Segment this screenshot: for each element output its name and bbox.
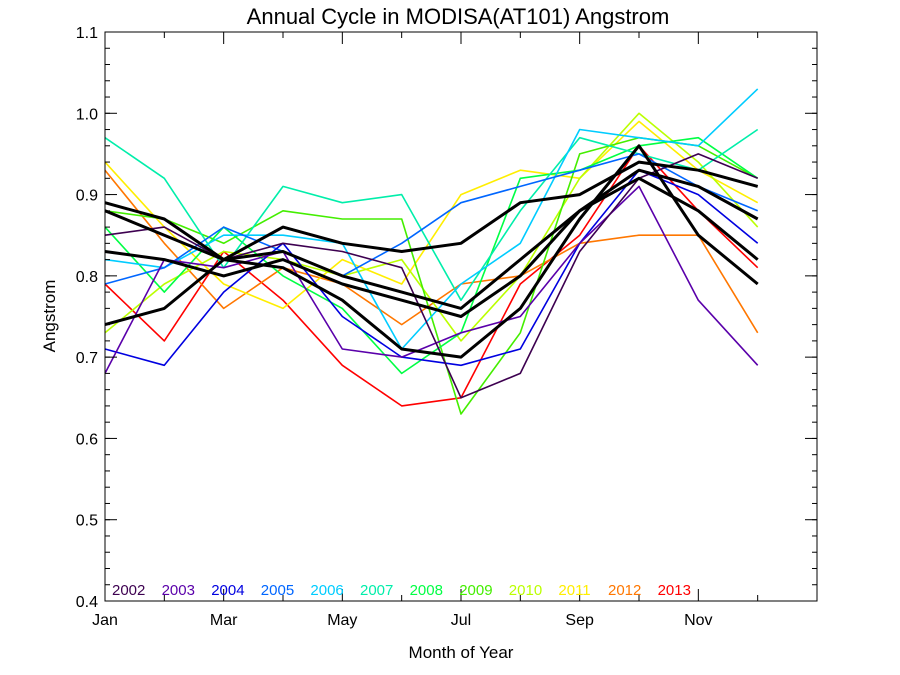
- series-line-2011: [104, 120, 759, 310]
- series-line-2007: [104, 128, 759, 302]
- legend-label-2011: 2011: [558, 582, 590, 599]
- y-tick-label: 0.7: [76, 350, 98, 367]
- x-tick-label: Jan: [92, 612, 118, 629]
- legend-label-2002: 2002: [112, 582, 145, 599]
- summary-line: [104, 168, 759, 310]
- y-tick-label: 1.1: [76, 25, 98, 42]
- chart-title: Annual Cycle in MODISA(AT101) Angstrom: [247, 4, 670, 29]
- x-tick-label: Nov: [684, 612, 712, 629]
- series-line-2006: [104, 88, 759, 350]
- series-layer: [104, 88, 759, 415]
- summary-line: [104, 160, 759, 262]
- legend-label-2007: 2007: [360, 582, 393, 599]
- summary-line: [104, 144, 759, 359]
- series-line-2004: [104, 169, 759, 367]
- legend-label-2008: 2008: [410, 582, 443, 599]
- x-tick-label: May: [327, 612, 357, 629]
- legend-label-2012: 2012: [608, 582, 641, 599]
- y-tick-label: 0.6: [76, 431, 98, 448]
- legend-label-2005: 2005: [261, 582, 294, 599]
- y-tick-label: 0.5: [76, 513, 98, 530]
- summary-line: [104, 176, 759, 318]
- y-axis: 0.4 0.5 0.6 0.7 0.8 0.9 1.0 1.1: [76, 25, 817, 611]
- x-tick-label: Jul: [451, 612, 471, 629]
- legend-label-2006: 2006: [310, 582, 343, 599]
- legend-label-2010: 2010: [509, 582, 542, 599]
- y-tick-label: 0.8: [76, 269, 98, 286]
- legend-label-2003: 2003: [162, 582, 195, 599]
- series-line-2003: [104, 185, 759, 374]
- y-tick-label: 0.4: [76, 594, 98, 611]
- legend-label-2009: 2009: [459, 582, 492, 599]
- x-axis: Jan Mar May Jul Sep Nov: [92, 32, 818, 629]
- y-axis-label: Angstrom: [40, 280, 59, 353]
- x-tick-label: Mar: [210, 612, 238, 629]
- x-axis-label: Month of Year: [409, 643, 514, 662]
- x-tick-label: Sep: [565, 612, 594, 629]
- legend-label-2004: 2004: [211, 582, 244, 599]
- series-line-2012: [104, 169, 759, 334]
- legend: 2002 2003 2004 2005 2006 2007 2008 2009 2010 2011…: [112, 582, 691, 599]
- y-tick-label: 1.0: [76, 106, 98, 123]
- series-line-2008: [104, 136, 759, 375]
- y-tick-label: 0.9: [76, 188, 98, 205]
- legend-label-2013: 2013: [658, 582, 691, 599]
